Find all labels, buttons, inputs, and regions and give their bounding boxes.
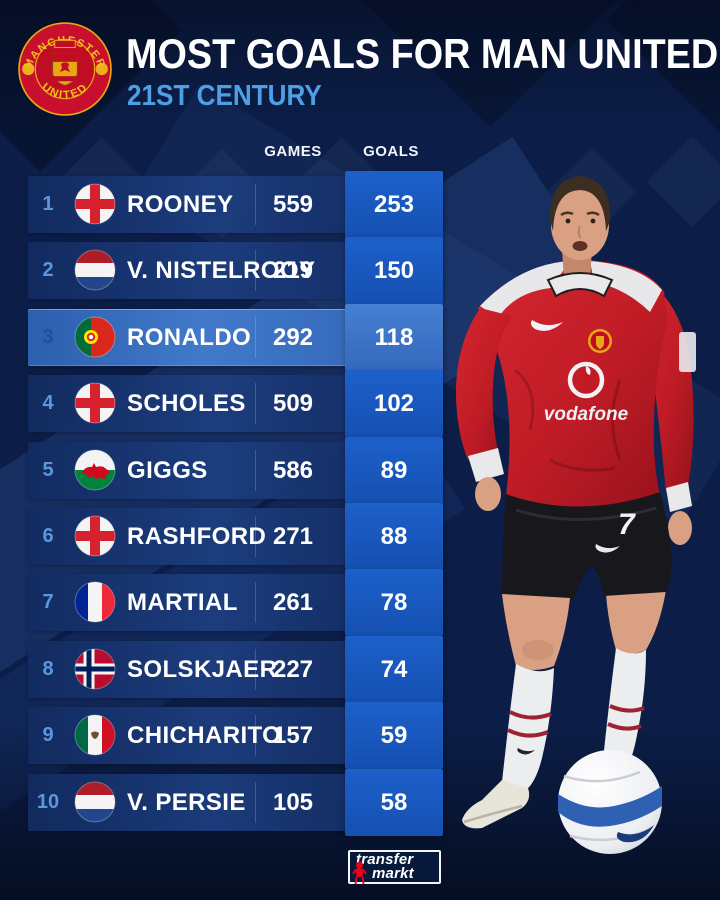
transfermarkt-logo: transfer markt [348, 850, 441, 885]
table-row: 7 MARTIAL 261 78 [28, 569, 443, 636]
games-value: 292 [272, 324, 314, 351]
player-name: ROONEY [127, 191, 234, 218]
flag-norway-icon [74, 648, 116, 690]
table-row: 9 CHICHARITO 157 59 [28, 702, 443, 769]
rank-label: 3 [42, 326, 54, 348]
goals-value: 102 [373, 389, 415, 417]
games-value: 219 [272, 257, 314, 284]
games-value: 509 [272, 390, 314, 417]
table-row: 1 ROONEY 559 253 [28, 171, 443, 238]
mascot-icon [352, 861, 367, 885]
player-shorts: 7 [502, 492, 672, 600]
rank-label: 5 [42, 459, 54, 481]
flag-england-icon [74, 515, 116, 557]
table-row: 10 V. PERSIE 105 58 [28, 769, 443, 836]
games-value: 261 [272, 589, 314, 616]
rank-label: 10 [36, 791, 60, 813]
page-subtitle: 21ST CENTURY [127, 80, 322, 112]
rank-label: 2 [42, 259, 54, 281]
flag-wales-icon [74, 449, 116, 491]
games-value: 157 [272, 722, 314, 749]
page-title: MOST GOALS FOR MAN UNITED [126, 30, 719, 77]
table-row: 6 RASHFORD 271 88 [28, 503, 443, 570]
table-row: 5 GIGGS 586 89 [28, 437, 443, 504]
player-name: V. PERSIE [127, 789, 246, 816]
rank-label: 4 [42, 392, 54, 414]
table-row: 8 SOLSKJAER 227 74 [28, 636, 443, 703]
flag-mexico-icon [74, 714, 116, 756]
column-header-games: GAMES [264, 143, 322, 160]
table-row: 2 V. NISTELROOY 219 150 [28, 237, 443, 304]
player-front-leg [462, 594, 570, 829]
rank-label: 8 [42, 658, 54, 680]
player-name: RASHFORD [127, 523, 267, 550]
games-value: 586 [272, 457, 314, 484]
player-name: MARTIAL [127, 589, 238, 616]
goals-value: 78 [380, 588, 408, 616]
man-united-crest-icon: MANCHESTER UNITED [18, 22, 112, 116]
flag-england-icon [74, 382, 116, 424]
jersey-crest-icon [588, 329, 612, 353]
logo-text-line2: markt [372, 865, 414, 882]
goals-value: 118 [374, 323, 414, 351]
flag-france-icon [74, 581, 116, 623]
rank-label: 9 [42, 724, 54, 746]
column-header-goals: GOALS [363, 143, 419, 160]
goals-value: 89 [380, 456, 408, 484]
flag-england-icon [74, 183, 116, 225]
flag-netherlands-icon [74, 249, 116, 291]
games-value: 227 [272, 656, 314, 683]
player-photo: vodafone 7 [456, 176, 696, 854]
table-row: 4 SCHOLES 509 102 [28, 370, 443, 437]
table-row: 3 RONALDO 292 118 [28, 304, 443, 371]
goals-value: 58 [380, 788, 408, 816]
player-head [549, 176, 611, 260]
goals-value: 59 [380, 721, 408, 749]
goals-value: 74 [380, 655, 408, 683]
games-value: 271 [272, 523, 314, 550]
sponsor-text: vodafone [544, 404, 629, 425]
goals-value: 150 [373, 256, 415, 284]
crest-shield [52, 53, 78, 86]
football-icon [558, 750, 662, 854]
shirt-number: 7 [618, 508, 636, 541]
rank-label: 7 [42, 591, 54, 613]
player-name: RONALDO [127, 324, 252, 351]
games-value: 559 [272, 191, 314, 218]
player-name: SCHOLES [127, 390, 246, 417]
player-name: GIGGS [127, 457, 208, 484]
rank-label: 6 [42, 525, 54, 547]
games-value: 105 [272, 789, 314, 816]
goals-value: 253 [373, 190, 415, 218]
flag-portugal-icon [74, 316, 116, 358]
rank-label: 1 [42, 193, 54, 215]
sleeve-patch-icon [679, 332, 696, 372]
flag-netherlands-icon [74, 781, 116, 823]
goals-value: 88 [380, 522, 408, 550]
